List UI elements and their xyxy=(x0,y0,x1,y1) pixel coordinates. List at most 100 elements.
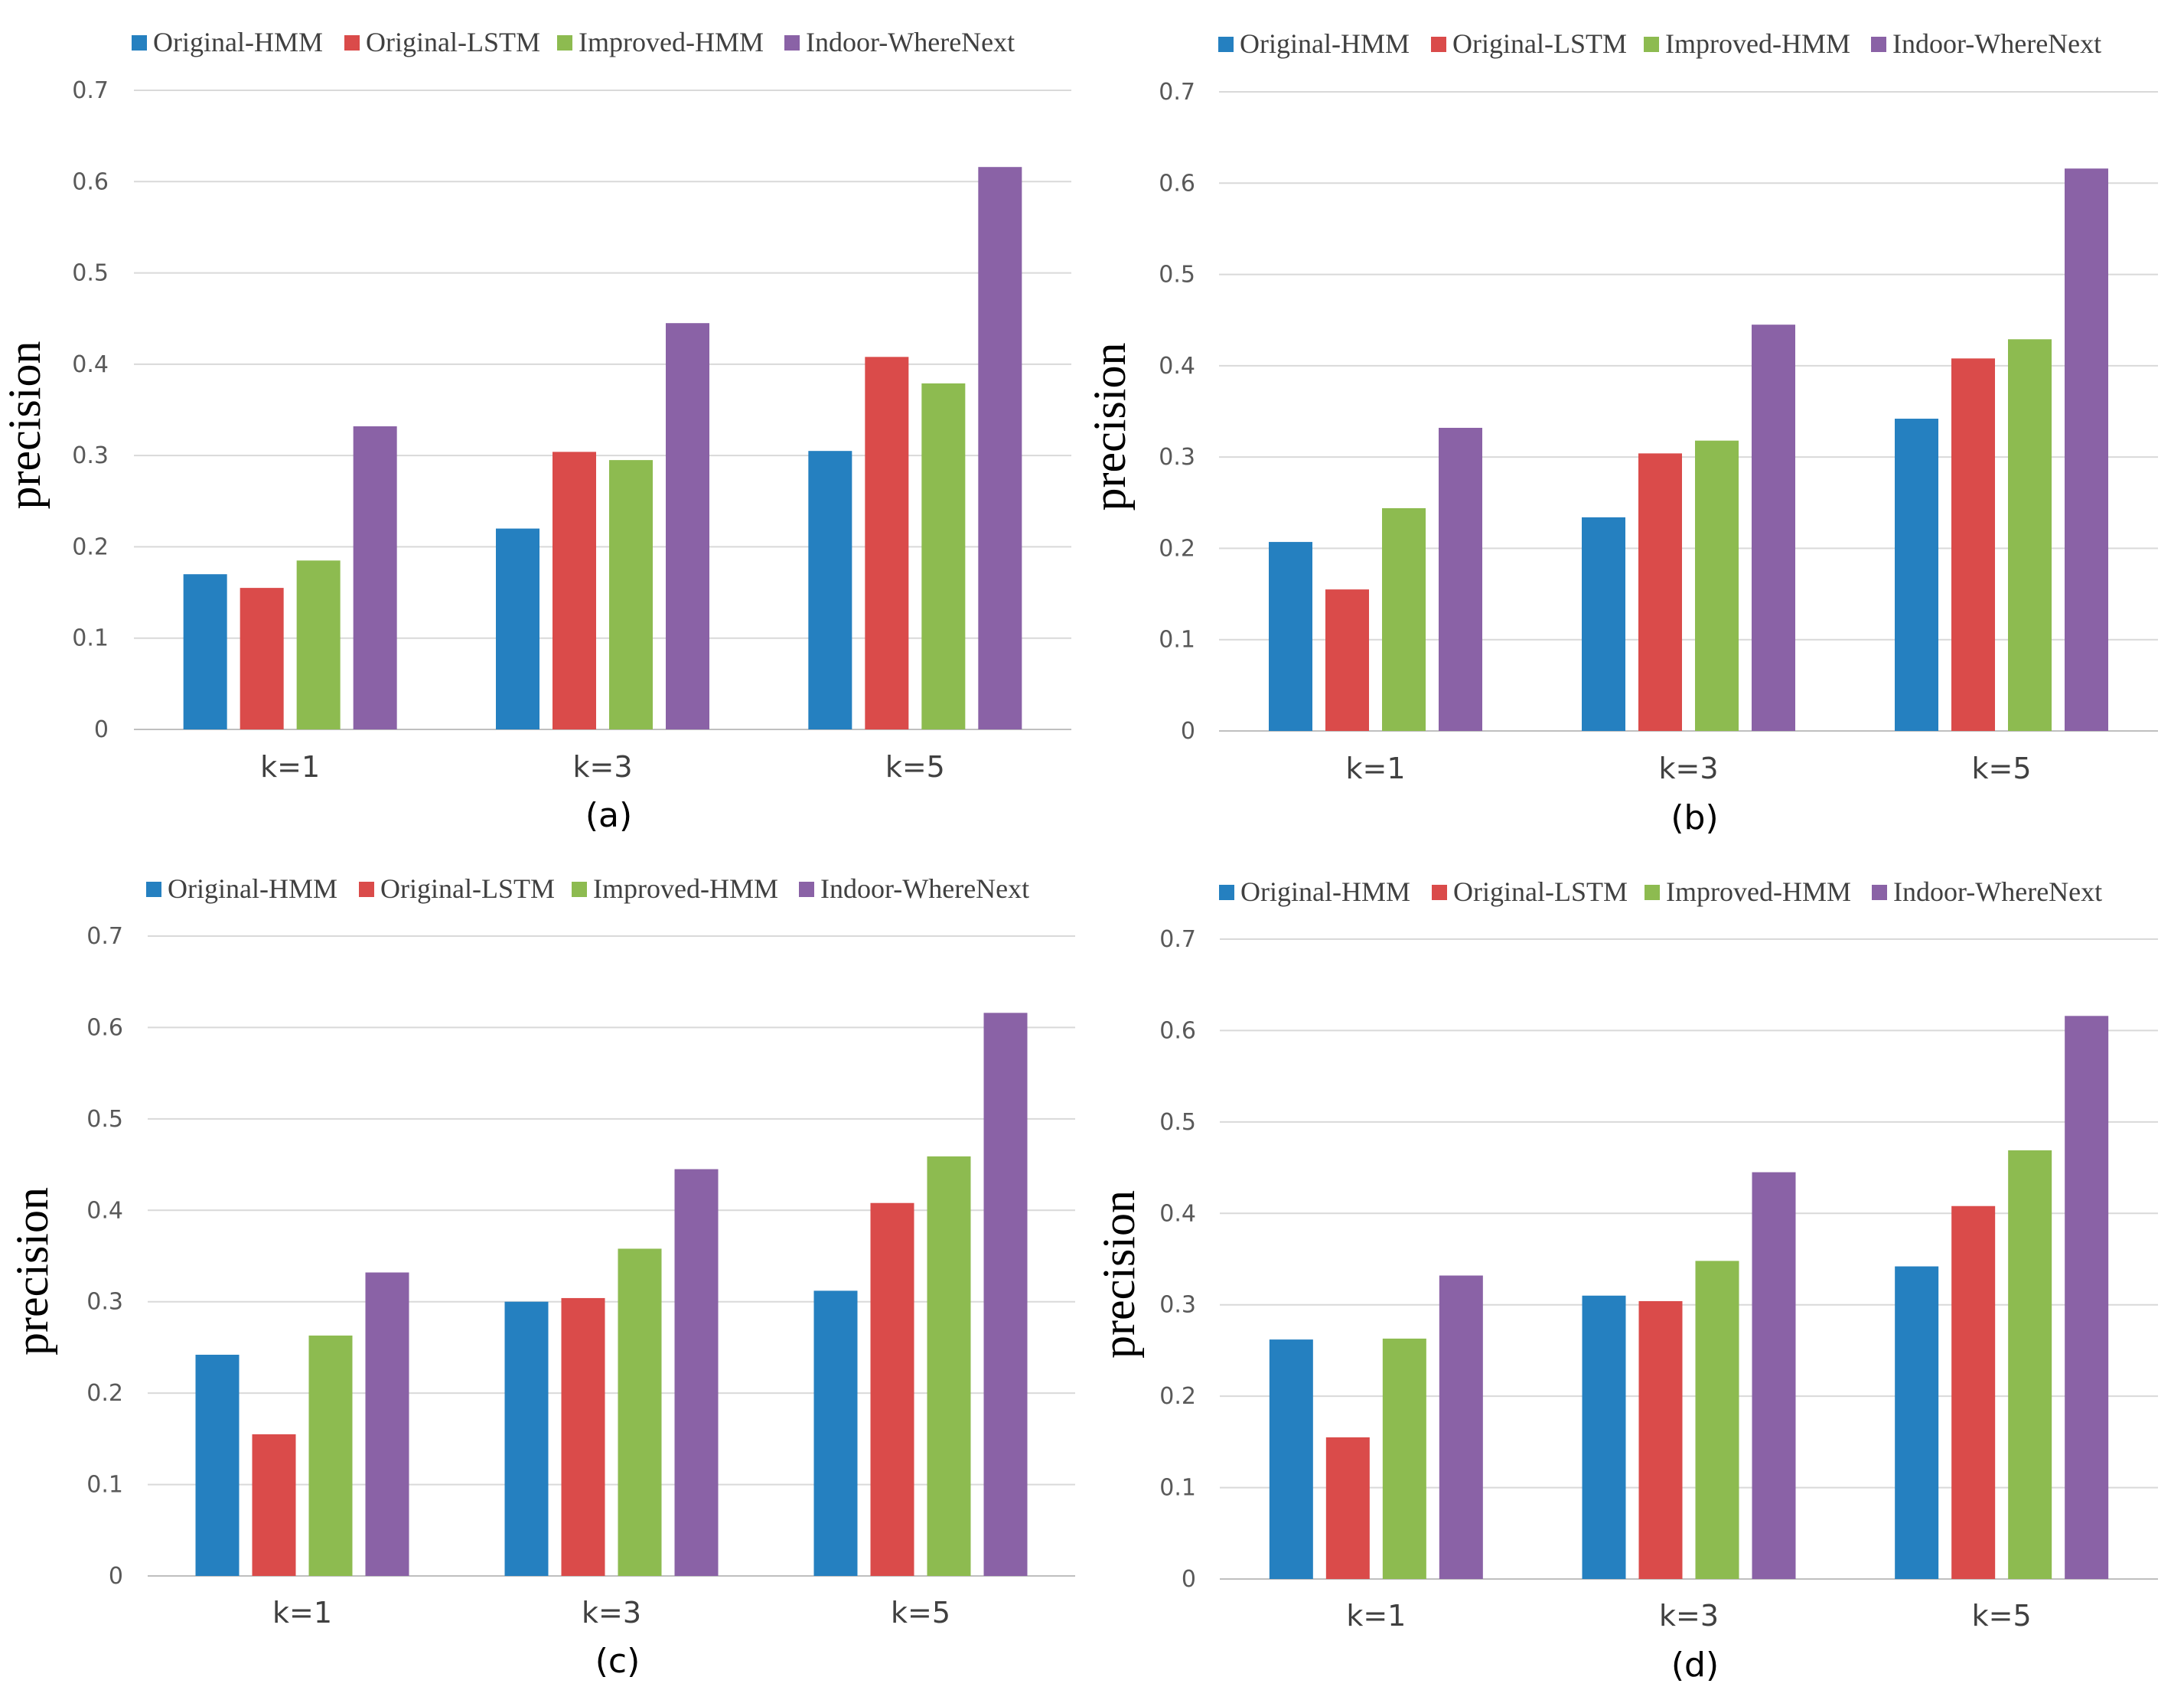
y-tick-label: 0.6 xyxy=(1159,170,1195,197)
bar-original-lstm-k-5 xyxy=(1951,358,1995,731)
x-category-label: k=1 xyxy=(260,750,320,784)
y-tick-label: 0.7 xyxy=(1159,926,1196,953)
bar-original-lstm-k-1 xyxy=(240,588,284,729)
x-category-label: k=5 xyxy=(1971,752,2031,785)
legend-swatch-original-hmm xyxy=(1218,37,1234,52)
legend-swatch-original-lstm xyxy=(1431,37,1446,52)
y-tick-label: 0.7 xyxy=(72,77,109,104)
panel-caption: (b) xyxy=(1671,798,1718,837)
chart-panel-3: 0 0.1 0.2 0.3 0.4 0.5 0.6 0.7 k=1 k=3 k=5 precision… xyxy=(7,873,1075,1681)
bar-original-lstm-k-5 xyxy=(1951,1205,1996,1579)
bar-original-lstm-k-3 xyxy=(1638,1300,1683,1579)
y-tick-label: 0.3 xyxy=(72,442,109,469)
bar-original-hmm-k-1 xyxy=(183,574,227,729)
legend-label-indoor-wherenext: Indoor-WhereNext xyxy=(1892,28,2101,59)
bar-original-hmm-k-3 xyxy=(496,528,539,729)
bar-indoor-wherenext-k-5 xyxy=(978,167,1022,729)
bar-indoor-wherenext-k-3 xyxy=(666,323,709,729)
y-tick-label: 0.1 xyxy=(72,625,109,652)
bar-indoor-wherenext-k-1 xyxy=(1439,1275,1483,1579)
y-tick-label: 0.4 xyxy=(1159,1200,1196,1227)
bar-indoor-wherenext-k-3 xyxy=(674,1169,719,1576)
bar-original-hmm-k-3 xyxy=(504,1301,549,1576)
legend-swatch-original-hmm xyxy=(146,882,161,897)
panel-caption: (a) xyxy=(585,796,632,835)
x-category-label: k=5 xyxy=(885,750,945,784)
legend-swatch-indoor-wherenext xyxy=(1871,37,1886,52)
y-axis-label: precision xyxy=(7,1187,57,1356)
bar-original-lstm-k-3 xyxy=(1638,453,1682,731)
bar-original-lstm-k-1 xyxy=(1325,1437,1370,1579)
legend-label-indoor-wherenext: Indoor-WhereNext xyxy=(806,27,1015,57)
y-tick-label: 0 xyxy=(94,716,109,743)
y-axis-label: precision xyxy=(1084,343,1135,511)
legend-swatch-improved-hmm xyxy=(1645,885,1660,900)
bar-original-hmm-k-3 xyxy=(1582,1295,1626,1579)
bar-improved-hmm-k-1 xyxy=(1382,1338,1426,1579)
bar-original-hmm-k-1 xyxy=(195,1354,240,1576)
legend-swatch-original-hmm xyxy=(132,35,147,51)
bar-improved-hmm-k-5 xyxy=(927,1156,971,1576)
legend-swatch-original-hmm xyxy=(1219,885,1234,900)
chart-panel-4: 0 0.1 0.2 0.3 0.4 0.5 0.6 0.7 k=1 k=3 k=5 precision… xyxy=(1094,876,2158,1685)
bar-original-hmm-k-5 xyxy=(808,451,852,729)
bar-improved-hmm-k-3 xyxy=(618,1248,662,1576)
legend-label-improved-hmm: Improved-HMM xyxy=(593,873,778,904)
legend-label-indoor-wherenext: Indoor-WhereNext xyxy=(1893,876,2102,907)
bar-indoor-wherenext-k-3 xyxy=(1752,325,1795,731)
bar-improved-hmm-k-3 xyxy=(609,460,653,729)
y-tick-label: 0.5 xyxy=(86,1106,123,1133)
x-category-label: k=3 xyxy=(1659,1599,1719,1633)
legend-label-improved-hmm: Improved-HMM xyxy=(1665,28,1850,59)
y-tick-label: 0.2 xyxy=(86,1380,123,1407)
y-tick-label: 0.1 xyxy=(1159,1475,1196,1502)
y-tick-label: 0.1 xyxy=(86,1472,123,1499)
y-tick-label: 0.7 xyxy=(86,923,123,950)
legend-swatch-original-lstm xyxy=(344,35,360,51)
legend-swatch-original-lstm xyxy=(359,882,374,897)
chart-panel-2: 0 0.1 0.2 0.3 0.4 0.5 0.6 0.7 k=1 k=3 k=5 precision… xyxy=(1084,28,2158,837)
bar-indoor-wherenext-k-5 xyxy=(983,1013,1028,1576)
bar-improved-hmm-k-3 xyxy=(1695,440,1739,731)
y-axis-label: precision xyxy=(0,341,50,510)
bar-improved-hmm-k-5 xyxy=(921,383,966,729)
bar-original-hmm-k-5 xyxy=(1895,419,1938,731)
x-category-label: k=1 xyxy=(272,1596,332,1630)
legend-label-original-hmm: Original-HMM xyxy=(1240,876,1410,907)
x-category-label: k=5 xyxy=(1972,1599,2032,1633)
y-tick-label: 0.6 xyxy=(72,168,109,195)
panel-caption: (c) xyxy=(595,1642,641,1681)
y-tick-label: 0.7 xyxy=(1159,79,1195,106)
y-tick-label: 0 xyxy=(109,1563,123,1590)
bar-original-lstm-k-5 xyxy=(865,357,909,729)
bar-original-hmm-k-3 xyxy=(1582,517,1625,731)
bar-improved-hmm-k-1 xyxy=(308,1335,353,1576)
y-tick-label: 0.3 xyxy=(86,1289,123,1316)
y-tick-label: 0.5 xyxy=(1159,262,1195,289)
x-category-label: k=3 xyxy=(1658,752,1718,785)
legend-label-original-hmm: Original-HMM xyxy=(168,873,337,904)
x-category-label: k=5 xyxy=(891,1596,950,1630)
y-tick-label: 0 xyxy=(1182,1566,1196,1593)
legend-label-improved-hmm: Improved-HMM xyxy=(1666,876,1851,907)
legend-swatch-improved-hmm xyxy=(557,35,572,51)
y-tick-label: 0.3 xyxy=(1159,444,1195,471)
bar-original-lstm-k-3 xyxy=(561,1297,605,1576)
legend-swatch-original-lstm xyxy=(1432,885,1447,900)
y-tick-label: 0 xyxy=(1181,718,1195,745)
bar-improved-hmm-k-3 xyxy=(1695,1261,1739,1579)
y-tick-label: 0.6 xyxy=(1159,1017,1196,1044)
bar-original-lstm-k-1 xyxy=(252,1434,296,1576)
y-tick-label: 0.5 xyxy=(1159,1109,1196,1136)
x-category-label: k=1 xyxy=(1346,1599,1406,1633)
bar-original-lstm-k-3 xyxy=(553,452,596,729)
legend-label-indoor-wherenext: Indoor-WhereNext xyxy=(820,873,1029,904)
y-axis-label: precision xyxy=(1094,1190,1144,1359)
bar-indoor-wherenext-k-1 xyxy=(365,1272,409,1576)
legend-label-original-hmm: Original-HMM xyxy=(153,27,323,57)
legend-label-original-hmm: Original-HMM xyxy=(1240,28,1410,59)
bar-indoor-wherenext-k-5 xyxy=(2065,1016,2109,1579)
bar-original-hmm-k-1 xyxy=(1269,1339,1313,1579)
bar-original-hmm-k-5 xyxy=(1895,1266,1939,1579)
